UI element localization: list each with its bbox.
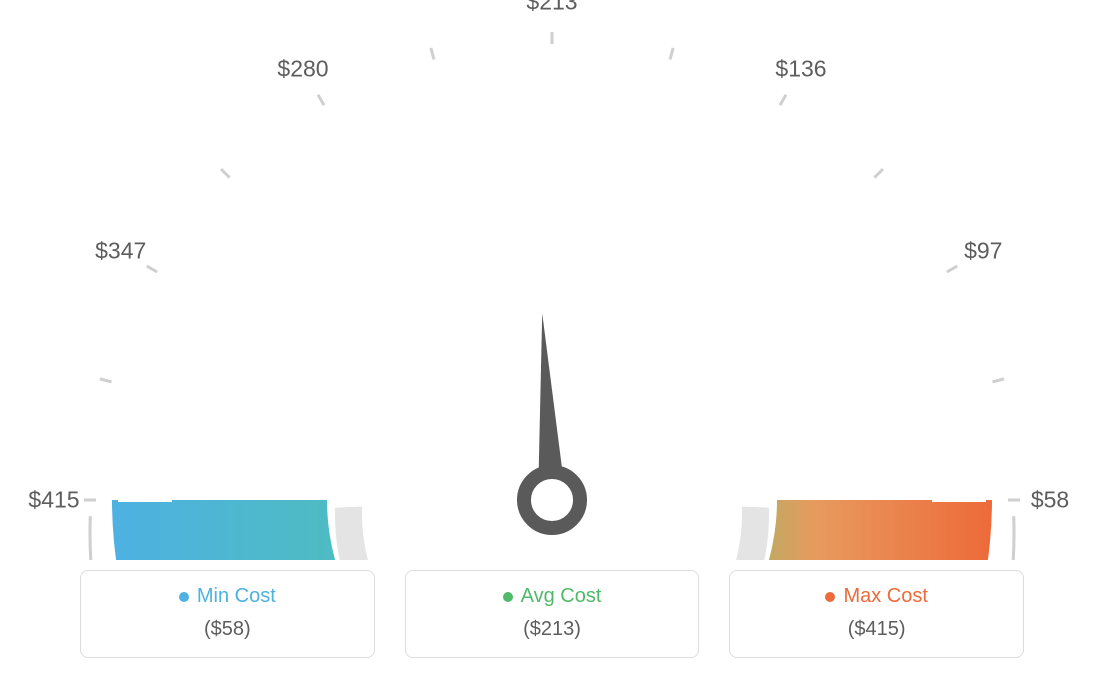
legend-min-title: Min Cost	[179, 585, 276, 608]
legend-min: Min Cost ($58)	[80, 570, 375, 658]
dot-icon	[503, 592, 513, 602]
legend-max-label: Max Cost	[843, 585, 927, 608]
minor-tick	[940, 388, 971, 396]
legend-avg-value: ($213)	[406, 618, 699, 641]
outer-tick	[147, 266, 157, 272]
outer-tick	[670, 48, 673, 60]
gauge-area: $58$97$136$213$280$347$415	[40, 20, 1064, 560]
major-tick	[176, 283, 223, 310]
dot-icon	[179, 592, 189, 602]
outer-tick	[318, 95, 324, 105]
gauge-chart-container: $58 $97 $136 $213 $280 $347 $415 Min Cost ($58…	[0, 0, 1104, 690]
legend-max-value: ($415)	[730, 618, 1023, 641]
outer-tick	[780, 95, 786, 105]
minor-tick	[440, 81, 448, 112]
gauge-svg	[40, 20, 1064, 560]
gauge-tick-label: $97	[964, 238, 1002, 265]
legend-max: Max Cost ($415)	[729, 570, 1024, 658]
gauge-tick-label: $347	[95, 238, 146, 265]
outer-tick	[221, 169, 229, 177]
legend-row: Min Cost ($58) Avg Cost ($213) Max Cost …	[80, 570, 1024, 658]
legend-avg-title: Avg Cost	[503, 585, 602, 608]
minor-tick	[836, 193, 859, 216]
gauge-tick-label: $280	[277, 55, 328, 82]
legend-min-value: ($58)	[81, 618, 374, 641]
minor-tick	[656, 81, 664, 112]
outer-tick	[874, 169, 882, 177]
gauge-tick-label: $136	[775, 55, 826, 82]
minor-tick	[245, 193, 268, 216]
dot-icon	[825, 592, 835, 602]
legend-min-label: Min Cost	[197, 585, 276, 608]
gauge-hub	[524, 472, 580, 528]
major-tick	[742, 124, 769, 171]
outer-tick	[100, 379, 112, 382]
outer-tick	[992, 379, 1004, 382]
major-tick	[881, 283, 928, 310]
minor-tick	[133, 388, 164, 396]
gauge-tick-label: $58	[1031, 487, 1069, 514]
gauge-tick-label: $415	[28, 487, 79, 514]
outer-tick	[947, 266, 957, 272]
major-tick	[335, 124, 362, 171]
legend-avg: Avg Cost ($213)	[405, 570, 700, 658]
outer-tick	[431, 48, 434, 60]
legend-avg-label: Avg Cost	[521, 585, 602, 608]
gauge-tick-label: $213	[526, 0, 577, 16]
legend-max-title: Max Cost	[825, 585, 927, 608]
